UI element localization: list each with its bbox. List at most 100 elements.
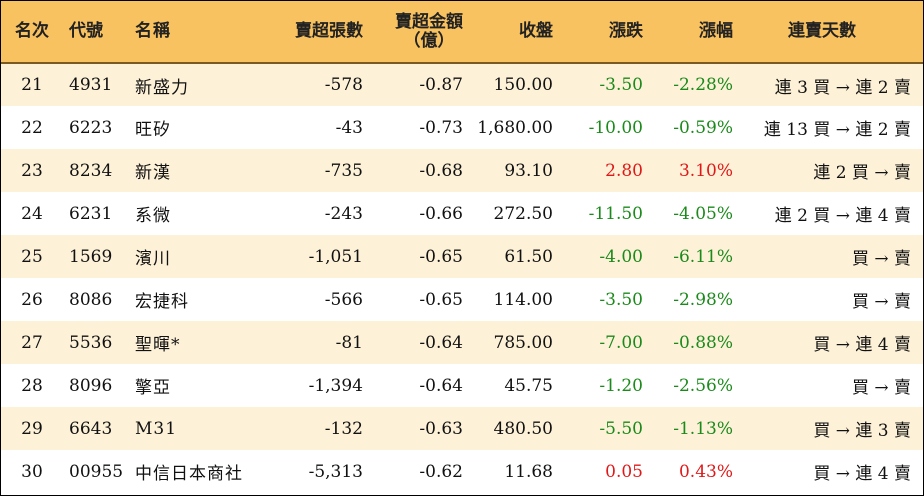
cell-net-sell-amount: -0.66 bbox=[419, 203, 463, 224]
cell-code: 1569 bbox=[69, 246, 113, 267]
table-row: 25 1569 濱川 -1,051 -0.65 61.50 -4.00 -6.11% 買 → 賣 bbox=[1, 235, 923, 278]
header-streak: 連賣天數 bbox=[733, 1, 923, 64]
cell-rank: 30 bbox=[21, 461, 43, 482]
cell-change: -5.50 bbox=[599, 418, 643, 439]
header-name: 名稱 bbox=[131, 1, 271, 64]
cell-net-sell-lots: -1,051 bbox=[308, 246, 363, 267]
cell-name: 宏捷科 bbox=[135, 292, 189, 312]
cell-streak: 買 → 賣 bbox=[851, 378, 911, 398]
cell-change: 2.80 bbox=[605, 160, 643, 181]
cell-change: -11.50 bbox=[588, 203, 643, 224]
cell-net-sell-lots: -578 bbox=[324, 75, 363, 95]
cell-code: 6231 bbox=[69, 203, 113, 224]
cell-net-sell-amount: -0.68 bbox=[419, 160, 463, 181]
cell-change-pct: -2.98% bbox=[673, 289, 733, 310]
cell-close: 272.50 bbox=[493, 203, 553, 224]
cell-net-sell-lots: -81 bbox=[335, 332, 363, 353]
cell-change-pct: -1.13% bbox=[673, 418, 733, 439]
header-rank: 名次 bbox=[1, 1, 63, 64]
table-header-row: 名次 代號 名稱 賣超張數 賣超金額 （億） 收盤 漲跌 漲幅 連賣天數 bbox=[1, 1, 923, 64]
cell-close: 150.00 bbox=[493, 75, 553, 95]
cell-net-sell-lots: -243 bbox=[324, 203, 363, 224]
cell-code: 8234 bbox=[69, 160, 113, 181]
cell-code: 00955 bbox=[69, 461, 124, 482]
header-net-sell-amount-label: 賣超金額 （億） bbox=[395, 11, 463, 51]
cell-change-pct: -2.28% bbox=[673, 75, 733, 95]
cell-net-sell-amount: -0.63 bbox=[419, 418, 463, 439]
cell-close: 114.00 bbox=[493, 289, 553, 310]
cell-streak: 買 → 賣 bbox=[851, 249, 911, 269]
cell-net-sell-amount: -0.64 bbox=[419, 375, 463, 396]
cell-net-sell-amount: -0.87 bbox=[419, 75, 463, 95]
cell-net-sell-lots: -43 bbox=[335, 117, 363, 138]
cell-change: 0.05 bbox=[605, 461, 643, 482]
cell-code: 8096 bbox=[69, 375, 113, 396]
cell-change: -3.50 bbox=[599, 289, 643, 310]
cell-streak: 買 → 賣 bbox=[851, 292, 911, 312]
cell-name: 旺矽 bbox=[135, 120, 171, 140]
cell-streak: 連 2 買 → 連 4 賣 bbox=[774, 206, 911, 226]
cell-name: 新盛力 bbox=[135, 77, 189, 98]
cell-close: 1,680.00 bbox=[477, 117, 553, 138]
cell-name: 濱川 bbox=[135, 249, 171, 269]
cell-net-sell-amount: -0.64 bbox=[419, 332, 463, 353]
cell-close: 785.00 bbox=[493, 332, 553, 353]
cell-code: 8086 bbox=[69, 289, 113, 310]
cell-change: -10.00 bbox=[588, 117, 643, 138]
header-net-sell-lots: 賣超張數 bbox=[271, 1, 363, 64]
table-row: 29 6643 M31 -132 -0.63 480.50 -5.50 -1.13% 買 → 連… bbox=[1, 407, 923, 450]
table-row: 22 6223 旺矽 -43 -0.73 1,680.00 -10.00 -0.59% 連 13… bbox=[1, 106, 923, 149]
cell-change-pct: -2.56% bbox=[673, 375, 733, 396]
cell-change-pct: -4.05% bbox=[673, 203, 733, 224]
cell-net-sell-lots: -132 bbox=[324, 418, 363, 439]
cell-streak: 買 → 連 4 賣 bbox=[813, 464, 911, 484]
cell-change: -7.00 bbox=[599, 332, 643, 353]
cell-name: 中信日本商社 bbox=[135, 464, 243, 484]
cell-change-pct: -0.88% bbox=[673, 332, 733, 353]
cell-streak: 連 13 買 → 連 2 賣 bbox=[763, 120, 911, 140]
cell-code: 6223 bbox=[69, 117, 113, 138]
cell-close: 61.50 bbox=[504, 246, 553, 267]
cell-rank: 25 bbox=[21, 246, 43, 267]
cell-net-sell-amount: -0.65 bbox=[419, 289, 463, 310]
header-code: 代號 bbox=[63, 1, 131, 64]
cell-name: 聖暉* bbox=[135, 335, 181, 355]
cell-net-sell-amount: -0.65 bbox=[419, 246, 463, 267]
cell-name: 擎亞 bbox=[135, 378, 171, 398]
cell-change: -3.50 bbox=[599, 75, 643, 95]
cell-name: 系微 bbox=[135, 206, 171, 226]
header-net-sell-amount-line1: 賣超金額 bbox=[395, 11, 463, 32]
table-row: 28 8096 擎亞 -1,394 -0.64 45.75 -1.20 -2.56% 買 → 賣 bbox=[1, 364, 923, 407]
table-row: 26 8086 宏捷科 -566 -0.65 114.00 -3.50 -2.98% 買 → 賣 bbox=[1, 278, 923, 321]
cell-rank: 21 bbox=[21, 75, 43, 95]
cell-rank: 24 bbox=[21, 203, 43, 224]
table-row: 24 6231 系微 -243 -0.66 272.50 -11.50 -4.05% 連 2 買… bbox=[1, 192, 923, 235]
table-body: 21 4931 新盛力 -578 -0.87 150.00 -3.50 -2.28% 連 3 買… bbox=[1, 63, 923, 493]
cell-rank: 22 bbox=[21, 117, 43, 138]
cell-net-sell-lots: -735 bbox=[324, 160, 363, 181]
cell-change-pct: -0.59% bbox=[673, 117, 733, 138]
table-row: 30 00955 中信日本商社 -5,313 -0.62 11.68 0.05 0.43% 買 … bbox=[1, 450, 923, 493]
cell-change: -4.00 bbox=[599, 246, 643, 267]
cell-streak: 買 → 連 4 賣 bbox=[813, 335, 911, 355]
cell-code: 6643 bbox=[69, 418, 113, 439]
cell-name: 新漢 bbox=[135, 163, 171, 183]
cell-close: 11.68 bbox=[504, 461, 553, 482]
table-row: 21 4931 新盛力 -578 -0.87 150.00 -3.50 -2.28% 連 3 買… bbox=[1, 63, 923, 106]
cell-name: M31 bbox=[135, 418, 178, 439]
header-close: 收盤 bbox=[463, 1, 553, 64]
header-change-pct: 漲幅 bbox=[643, 1, 733, 64]
cell-change: -1.20 bbox=[599, 375, 643, 396]
cell-net-sell-lots: -566 bbox=[324, 289, 363, 310]
table-row: 23 8234 新漢 -735 -0.68 93.10 2.80 3.10% 連 2 買 → 賣 bbox=[1, 149, 923, 192]
cell-net-sell-amount: -0.73 bbox=[419, 117, 463, 138]
cell-change-pct: 3.10% bbox=[678, 160, 733, 181]
cell-rank: 23 bbox=[21, 160, 43, 181]
cell-code: 5536 bbox=[69, 332, 113, 353]
header-net-sell-amount-line2: （億） bbox=[403, 30, 455, 51]
cell-change-pct: -6.11% bbox=[673, 246, 733, 267]
header-net-sell-amount: 賣超金額 （億） bbox=[363, 1, 463, 64]
cell-rank: 28 bbox=[21, 375, 43, 396]
